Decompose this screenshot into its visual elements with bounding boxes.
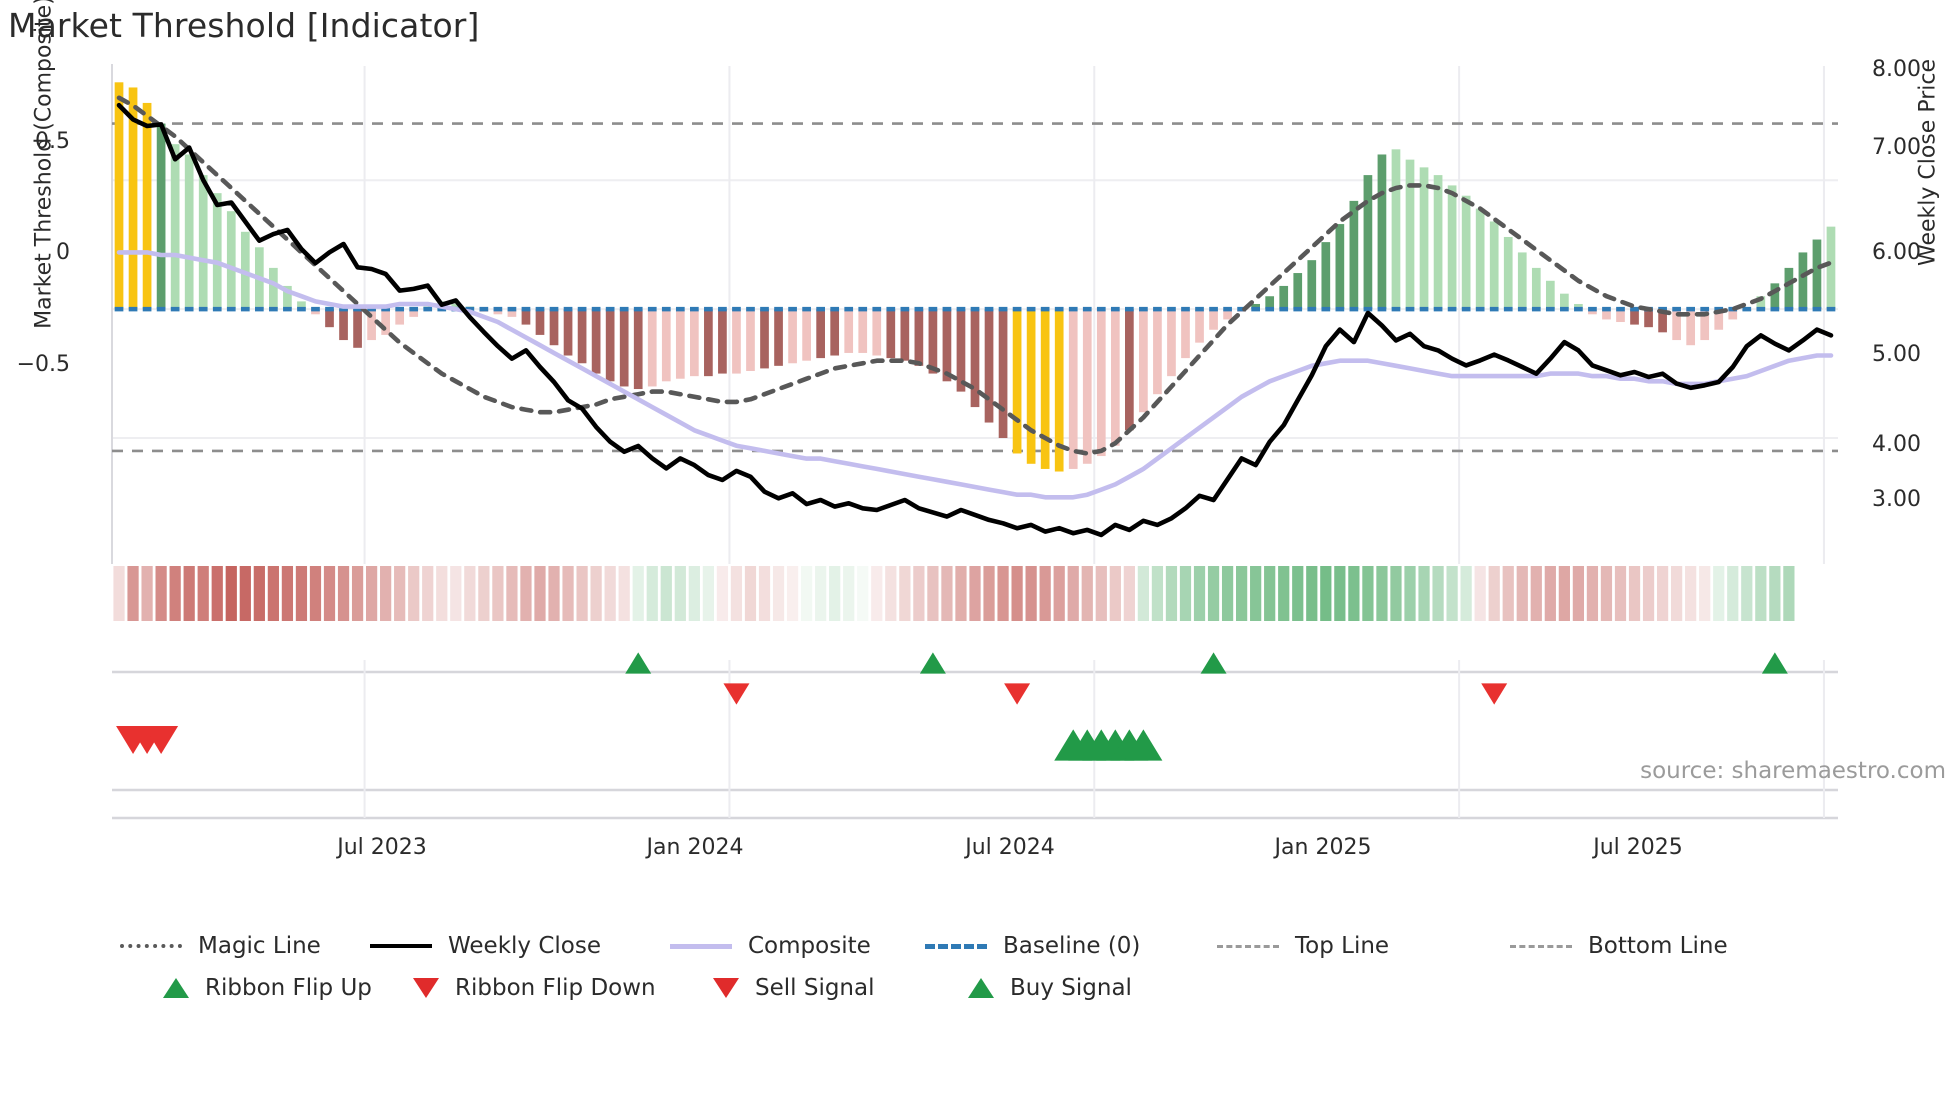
legend-item-bottom-line[interactable]: Bottom Line: [1510, 925, 1728, 967]
legend-item-buy-signal[interactable]: Buy Signal: [925, 967, 1132, 1009]
legend-label: Buy Signal: [1010, 975, 1132, 1001]
legend-item-weekly-close[interactable]: Weekly Close: [370, 925, 670, 967]
y-tick-right-2: 6.00: [1872, 240, 1921, 265]
legend-item-ribbon-flip-down[interactable]: Ribbon Flip Down: [370, 967, 670, 1009]
dotted-line-icon: [120, 944, 182, 948]
y-axis-right-label: Weekly Close Price: [1915, 59, 1941, 266]
dashed-line-icon: [1510, 944, 1572, 948]
legend-label: Bottom Line: [1588, 933, 1728, 959]
chart-legend: Magic Line Weekly Close Composite Baseli…: [120, 925, 1880, 1009]
x-tick-3: Jan 2025: [1274, 835, 1372, 860]
legend-label: Sell Signal: [755, 975, 875, 1001]
y-tick-left-0: 0.5: [35, 129, 70, 154]
y-tick-right-3: 5.00: [1872, 342, 1921, 367]
legend-item-magic-line[interactable]: Magic Line: [120, 925, 370, 967]
legend-label: Baseline (0): [1003, 933, 1141, 959]
dashed-line-icon: [1217, 944, 1279, 948]
y-axis-left-label: Market Threshold (Composite): [31, 0, 57, 329]
x-tick-2: Jul 2024: [965, 835, 1055, 860]
legend-label: Weekly Close: [448, 933, 601, 959]
legend-label: Ribbon Flip Down: [455, 975, 656, 1001]
legend-item-sell-signal[interactable]: Sell Signal: [670, 967, 925, 1009]
y-tick-left-1: 0: [56, 240, 70, 265]
x-tick-0: Jul 2023: [337, 835, 427, 860]
dashed-line-icon: [925, 943, 987, 949]
solid-line-icon: [370, 944, 432, 948]
legend-label: Ribbon Flip Up: [205, 975, 372, 1001]
legend-row-1: Magic Line Weekly Close Composite Baseli…: [120, 925, 1880, 967]
triangle-up-icon: [968, 978, 994, 998]
legend-label: Top Line: [1295, 933, 1390, 959]
source-attribution: source: sharemaestro.com: [1640, 758, 1946, 784]
x-tick-4: Jul 2025: [1593, 835, 1683, 860]
legend-label: Magic Line: [198, 933, 321, 959]
legend-item-ribbon-flip-up[interactable]: Ribbon Flip Up: [120, 967, 372, 1009]
y-tick-right-1: 7.00: [1872, 135, 1921, 160]
x-tick-1: Jan 2024: [646, 835, 744, 860]
triangle-down-icon: [413, 978, 439, 998]
y-tick-right-5: 3.00: [1872, 487, 1921, 512]
composite-line-icon: [670, 943, 732, 949]
legend-item-composite[interactable]: Composite: [670, 925, 925, 967]
triangle-up-icon: [163, 978, 189, 998]
page-title: Market Threshold [Indicator]: [8, 6, 480, 45]
y-tick-right-4: 4.00: [1872, 432, 1921, 457]
legend-label: Composite: [748, 933, 871, 959]
y-tick-left-2: −0.5: [16, 352, 70, 377]
legend-row-2: Ribbon Flip Up Ribbon Flip Down Sell Sig…: [120, 967, 1880, 1009]
legend-item-top-line[interactable]: Top Line: [1217, 925, 1510, 967]
triangle-down-icon: [713, 978, 739, 998]
legend-item-baseline[interactable]: Baseline (0): [925, 925, 1217, 967]
y-tick-right-0: 8.00: [1872, 57, 1921, 82]
